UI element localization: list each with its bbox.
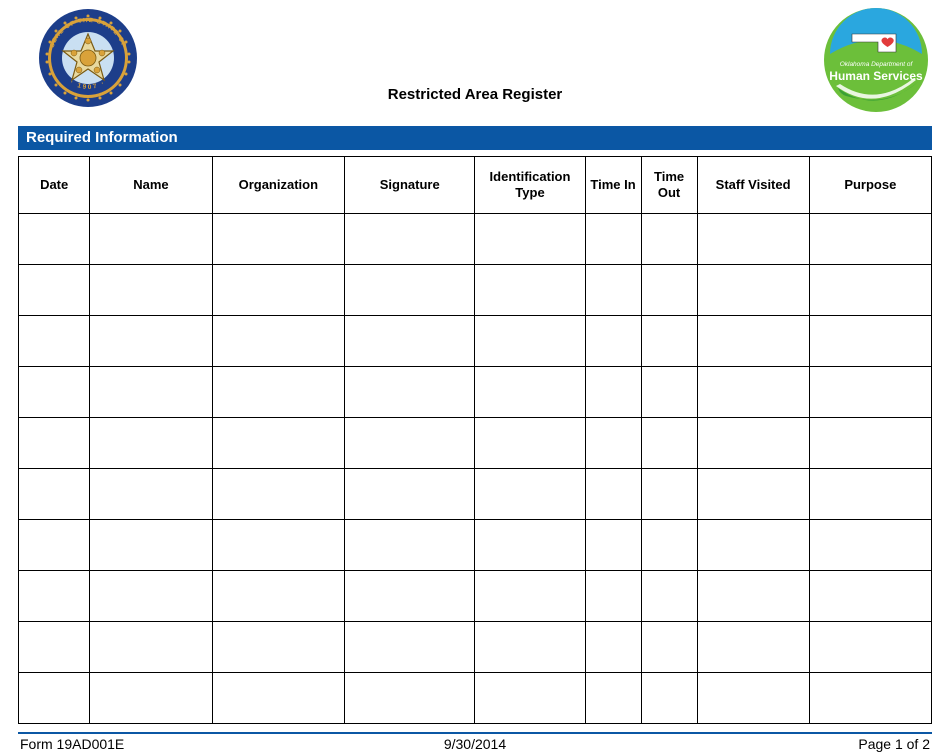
svg-text:Human Services: Human Services	[829, 69, 923, 83]
table-row	[19, 673, 932, 724]
table-row	[19, 214, 932, 265]
table-row	[19, 367, 932, 418]
col-identification-type: Identification Type	[475, 157, 585, 214]
form-page: SEAL OF THE STATE OF · 1907 ·	[0, 0, 950, 734]
col-purpose: Purpose	[809, 157, 931, 214]
table-row	[19, 418, 932, 469]
table-row	[19, 469, 932, 520]
table-body	[19, 214, 932, 724]
col-organization: Organization	[212, 157, 344, 214]
col-staff-visited: Staff Visited	[697, 157, 809, 214]
col-time-in: Time In	[585, 157, 641, 214]
footer-form-id: Form 19AD001E	[20, 736, 124, 752]
header-row: SEAL OF THE STATE OF · 1907 ·	[18, 8, 932, 120]
table-header-row: Date Name Organization Signature Identif…	[19, 157, 932, 214]
col-date: Date	[19, 157, 90, 214]
col-time-out: Time Out	[641, 157, 697, 214]
footer-page: Page 1 of 2	[858, 736, 930, 752]
table-row	[19, 622, 932, 673]
footer: Form 19AD001E 9/30/2014 Page 1 of 2	[18, 736, 932, 752]
register-table: Date Name Organization Signature Identif…	[18, 156, 932, 724]
svg-text:Oklahoma Department of: Oklahoma Department of	[840, 61, 914, 68]
footer-date: 9/30/2014	[0, 736, 950, 752]
human-services-logo-icon: Oklahoma Department of Human Services	[822, 8, 930, 121]
table-row	[19, 520, 932, 571]
table-row	[19, 316, 932, 367]
table-row	[19, 571, 932, 622]
col-signature: Signature	[345, 157, 475, 214]
page-title: Restricted Area Register	[18, 86, 932, 103]
col-name: Name	[90, 157, 212, 214]
table-row	[19, 265, 932, 316]
section-header: Required Information	[18, 126, 932, 150]
